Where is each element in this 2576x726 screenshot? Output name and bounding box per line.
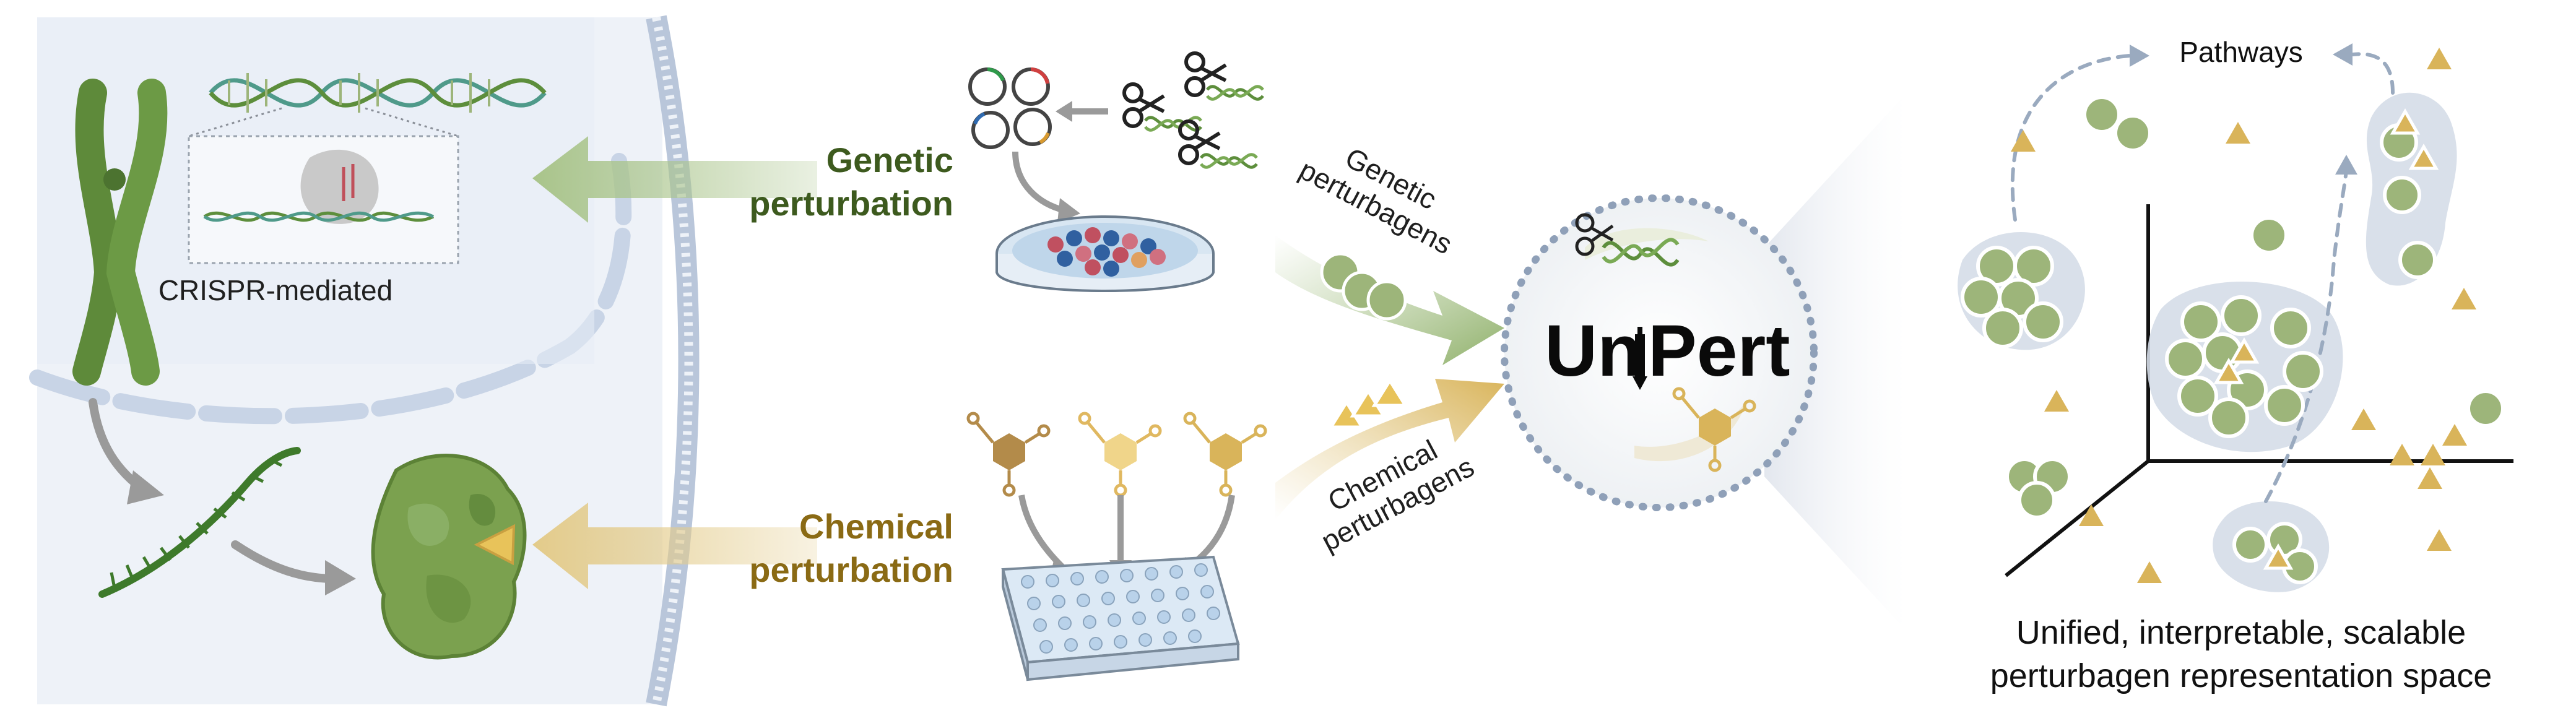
projection-cone bbox=[1764, 93, 1907, 631]
pathway-arrows bbox=[2010, 52, 2395, 503]
genetic-perturbation-arrow bbox=[532, 136, 817, 223]
unipert-model: Un Pert bbox=[1501, 194, 1818, 511]
plasmid-library bbox=[968, 67, 1052, 149]
genetic-point bbox=[2232, 527, 2268, 563]
cell-colonies bbox=[1047, 227, 1166, 277]
chemical-point bbox=[2442, 424, 2467, 446]
genetic-point bbox=[2013, 246, 2054, 287]
genetic-point bbox=[2270, 308, 2311, 348]
chemical-point bbox=[2408, 143, 2439, 170]
genetic-point bbox=[2208, 397, 2249, 438]
chemical-perturbagens-arrow bbox=[1275, 379, 1504, 520]
chemical-point bbox=[2351, 408, 2376, 430]
chemical-perturbation-label-line2: perturbation bbox=[749, 550, 953, 589]
genetic-point bbox=[2018, 481, 2056, 519]
genetic-perturbagen-beads bbox=[1320, 252, 1407, 321]
chemical-point bbox=[2390, 444, 2414, 465]
space-caption-line1: Unified, interpretable, scalable bbox=[2016, 614, 2466, 651]
genetic-point bbox=[2177, 376, 2218, 417]
chemical-point bbox=[2213, 357, 2244, 384]
well-plate-icon bbox=[1001, 555, 1240, 681]
genetic-point bbox=[2264, 385, 2305, 426]
genetic-point bbox=[2250, 216, 2288, 254]
pathways-label: Pathways bbox=[2179, 36, 2302, 68]
chemical-point bbox=[2263, 543, 2294, 570]
chemical-point bbox=[2390, 108, 2421, 135]
nuclear-envelope bbox=[29, 153, 632, 425]
genetic-point bbox=[2283, 351, 2323, 392]
petri-dish-icon bbox=[995, 215, 1215, 292]
genetic-points bbox=[1961, 95, 2505, 584]
genetic-point bbox=[2180, 301, 2221, 342]
chemical-point bbox=[2418, 467, 2442, 489]
genetic-point bbox=[2398, 241, 2437, 279]
chemical-point bbox=[2229, 337, 2260, 364]
genetic-point bbox=[1982, 308, 2023, 348]
unipert-title-part1: Un bbox=[1545, 310, 1642, 392]
scissors-dna-icons bbox=[1122, 51, 1264, 169]
genetic-perturbation-label-line2: perturbation bbox=[749, 184, 953, 223]
space-axes bbox=[2005, 204, 2513, 577]
chemical-point bbox=[2011, 130, 2036, 152]
genetic-point bbox=[2023, 301, 2063, 342]
dna-helix-icon bbox=[209, 73, 547, 113]
chemical-point bbox=[2421, 444, 2445, 465]
genetic-point bbox=[2466, 389, 2505, 428]
genetic-point bbox=[2383, 176, 2421, 214]
crispr-label: CRISPR-mediated bbox=[158, 274, 392, 306]
protein-icon bbox=[371, 454, 527, 660]
unipert-title-part2: Pert bbox=[1648, 310, 1790, 392]
genetic-point bbox=[2221, 295, 2262, 336]
chemical-point bbox=[2226, 122, 2250, 144]
representation-space: Pathways bbox=[1958, 36, 2513, 694]
chemical-point bbox=[2137, 561, 2162, 583]
chemical-perturbagen-triangles bbox=[1328, 378, 1408, 429]
unipert-i-glyph bbox=[1633, 327, 1647, 390]
space-caption-line2: perturbagen representation space bbox=[1990, 657, 2492, 694]
chemical-point bbox=[2079, 504, 2104, 526]
compound-library bbox=[966, 412, 1267, 497]
mrna-icon bbox=[98, 447, 301, 598]
model-boundary bbox=[1501, 194, 1818, 511]
chemical-perturbation-label-line1: Chemical bbox=[799, 507, 953, 546]
genetic-point bbox=[2083, 95, 2121, 134]
chemical-points bbox=[2011, 48, 2476, 583]
molecule-icon bbox=[1672, 387, 1756, 472]
translation-arrow bbox=[231, 540, 339, 583]
ligand-triangle bbox=[474, 524, 516, 566]
genetic-point bbox=[2114, 114, 2152, 152]
cell-panel: CRISPR-mediated bbox=[29, 15, 700, 707]
chemical-point bbox=[2452, 288, 2476, 309]
crispr-inset bbox=[188, 135, 459, 264]
chemical-point bbox=[2427, 529, 2452, 551]
dna-scissors-icon bbox=[1575, 213, 1680, 267]
genetic-point bbox=[2165, 339, 2206, 379]
chemical-point bbox=[2044, 390, 2069, 412]
chemical-point bbox=[2427, 48, 2452, 69]
genetic-perturbation-label-line1: Genetic bbox=[826, 140, 953, 179]
chemical-perturbation-arrow bbox=[532, 503, 817, 589]
chromosome-icon bbox=[72, 79, 168, 386]
